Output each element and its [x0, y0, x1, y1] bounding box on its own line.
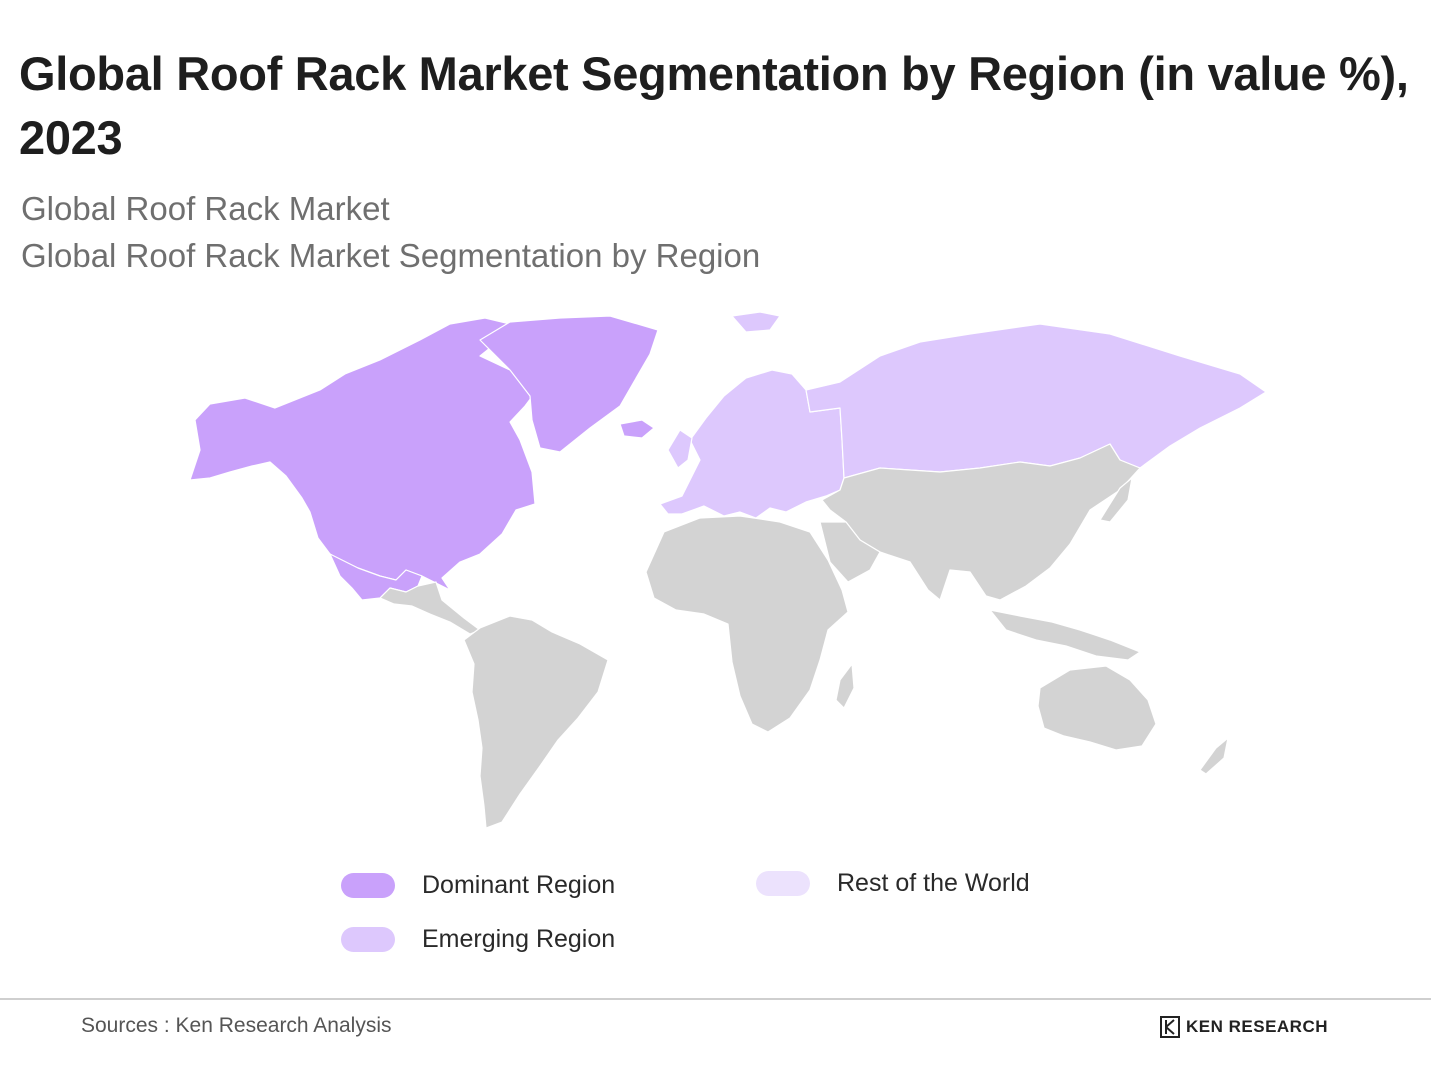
ken-research-logo-icon — [1160, 1016, 1180, 1038]
region-southeast-asia — [989, 609, 1141, 661]
subtitle-market: Global Roof Rack Market — [21, 190, 390, 227]
region-madagascar — [835, 663, 855, 709]
region-central-america — [379, 581, 481, 635]
source-note: Sources : Ken Research Analysis — [81, 1014, 392, 1037]
legend-label-dominant: Dominant Region — [422, 871, 616, 899]
brand-name: KEN RESEARCH — [1186, 1017, 1329, 1036]
legend-item-emerging: Emerging Region — [341, 925, 615, 954]
legend-item-dominant: Dominant Region — [341, 871, 615, 900]
footer-divider — [0, 998, 1431, 1000]
chart-title: Global Roof Rack Market Segmentation by … — [19, 47, 1409, 164]
brand-logo: KEN RESEARCH — [1160, 1016, 1328, 1038]
legend-swatch-rest-of-world — [756, 871, 810, 896]
legend-swatch-dominant — [341, 873, 395, 898]
region-new-zealand — [1199, 737, 1229, 775]
region-svalbard — [731, 311, 781, 333]
region-russia — [805, 323, 1267, 479]
legend-swatch-emerging — [341, 927, 395, 952]
region-africa — [645, 515, 849, 733]
region-japan — [1099, 477, 1133, 523]
legend-item-rest-of-world: Rest of the World — [756, 869, 1030, 898]
legend-label-emerging: Emerging Region — [422, 925, 616, 953]
region-australia — [1037, 665, 1157, 751]
world-map — [189, 311, 1267, 829]
region-iceland — [619, 419, 655, 439]
legend-label-rest-of-world: Rest of the World — [837, 869, 1030, 897]
region-greenland — [479, 315, 659, 453]
subtitle-segmentation: Global Roof Rack Market Segmentation by … — [21, 237, 761, 274]
region-uk-ireland — [667, 429, 693, 469]
region-north-america — [189, 317, 541, 591]
region-arabia — [819, 521, 881, 583]
region-south-america — [463, 615, 609, 829]
